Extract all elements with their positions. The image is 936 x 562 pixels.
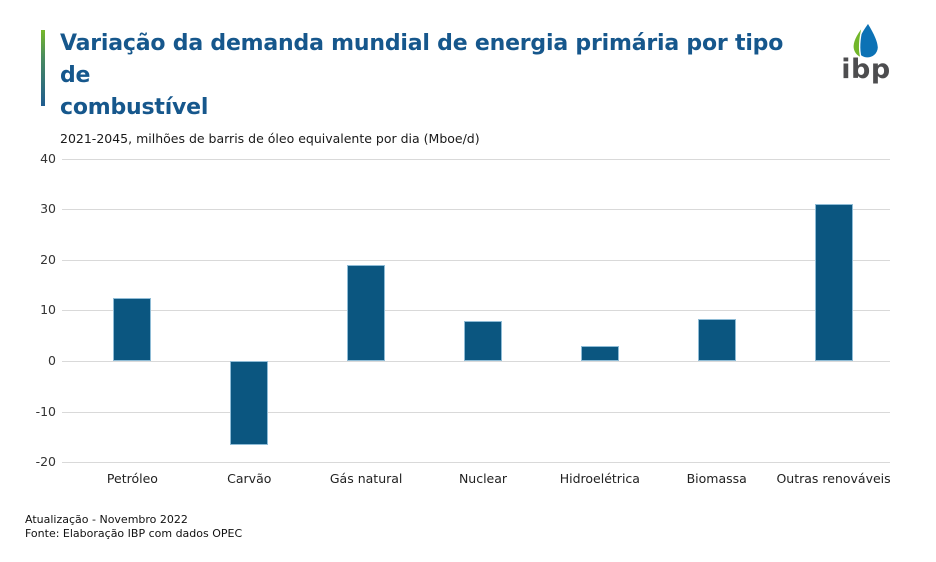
footer: Atualização - Novembro 2022 Fonte: Elabo… [25,513,242,540]
y-tick-label: 10 [40,302,56,318]
y-tick-label: 0 [48,353,56,369]
header: Variação da demanda mundial de energia p… [60,28,820,146]
gridline [62,361,890,363]
bar [113,298,152,362]
gridline [62,158,890,160]
bar [697,318,736,362]
title-accent-bar [41,30,45,106]
page-title: Variação da demanda mundial de energia p… [60,31,784,120]
ibp-logo-text: ibp [841,54,891,85]
footer-update: Atualização - Novembro 2022 [25,513,188,526]
ibp-logo: ibp [826,22,906,83]
gridline [62,411,890,413]
chart-subtitle: 2021-2045, milhões de barris de óleo equ… [60,131,480,146]
bar [464,320,502,362]
gridline [62,310,890,312]
gridline [62,259,890,261]
y-tick-label: 20 [40,251,56,267]
ibp-drop-icon [852,24,878,59]
y-tick-label: 40 [40,150,56,166]
category-label: Gás natural [329,471,403,486]
category-label: Hidroelétrica [559,471,640,486]
footer-source: Fonte: Elaboração IBP com dados OPEC [25,526,243,540]
gridline [62,209,890,211]
bar [347,265,386,362]
category-label: Nuclear [458,471,508,486]
category-label: Petróleo [106,471,158,486]
y-tick-label: -10 [35,403,56,419]
bar [230,361,269,445]
bar [580,346,619,362]
bar [814,204,853,362]
y-tick-label: 30 [40,201,56,217]
y-tick-label: -20 [35,454,56,470]
category-label: Outras renováveis [776,471,891,486]
category-label: Carvão [227,471,272,486]
category-label: Biomassa [686,471,747,486]
gridline [62,462,890,464]
